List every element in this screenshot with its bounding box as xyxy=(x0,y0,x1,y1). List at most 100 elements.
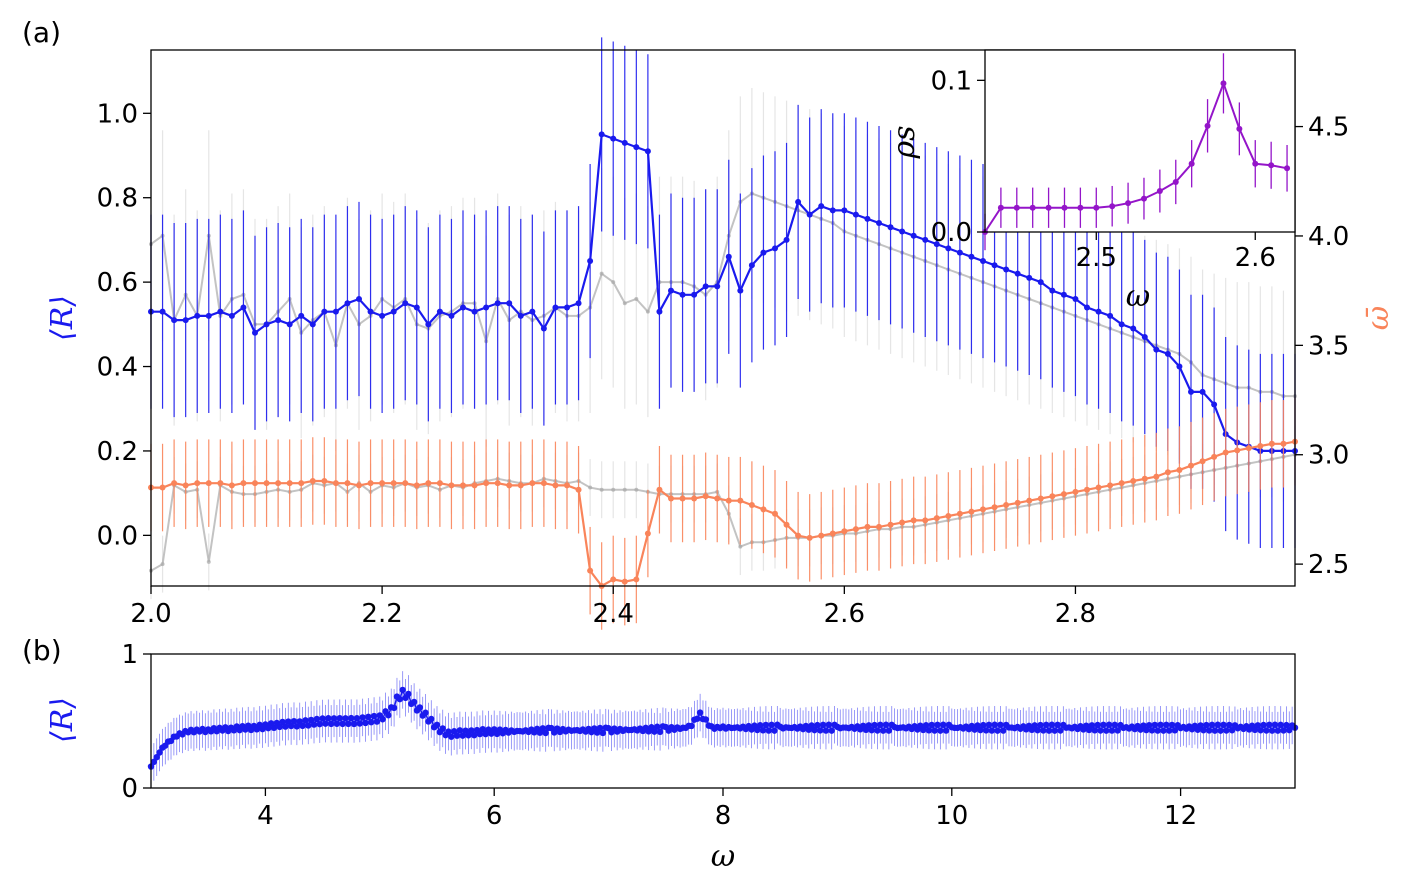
panel-b-r-point xyxy=(1208,721,1216,729)
blue-r-point xyxy=(564,304,570,311)
orange-omega-point xyxy=(413,482,420,489)
orange-omega-point xyxy=(506,482,513,489)
tick-label: 0.8 xyxy=(97,184,138,214)
panel-b-r-point xyxy=(1211,727,1219,734)
panel-b-r-point xyxy=(1168,721,1176,729)
blue-r-point xyxy=(506,300,513,307)
blue-r-point xyxy=(390,308,397,315)
panel-b-r-point xyxy=(1034,727,1041,734)
blue-r-point xyxy=(298,312,305,319)
orange-omega-point xyxy=(644,530,651,537)
panel-b-r-point xyxy=(345,720,352,728)
orange-omega-point xyxy=(1118,480,1125,487)
panel-b-r-point xyxy=(1171,727,1179,734)
orange-omega-point xyxy=(1037,495,1044,502)
panel-b-r-point xyxy=(379,716,386,723)
blue-r-point xyxy=(668,287,674,294)
panel-b-r-point xyxy=(1254,722,1262,729)
orange-omega-point xyxy=(494,480,501,487)
blue-r-point xyxy=(783,236,790,243)
gray-r-point xyxy=(611,280,616,285)
panel-a-right-ticks: 2.5 3.0 3.5 4.0 4.5 xyxy=(1295,113,1349,580)
orange-omega-point xyxy=(829,530,836,537)
blue-r-point xyxy=(483,304,490,311)
orange-omega-point xyxy=(968,508,975,515)
panel-b-r-point xyxy=(762,721,770,729)
tick-label: 0.6 xyxy=(97,268,138,298)
panel-b-r-point xyxy=(656,728,664,736)
tick-label: 10 xyxy=(935,801,968,831)
tick-label: 1.0 xyxy=(97,99,138,129)
tick-label: 2.6 xyxy=(1235,243,1276,273)
panel-b-y-ticks: 01 xyxy=(121,640,151,804)
panel-b-r-point xyxy=(1203,721,1210,729)
panel-b-r-point xyxy=(1103,727,1110,734)
tick-label: 2.6 xyxy=(824,599,865,629)
panel-b-r-point xyxy=(922,722,930,729)
orange-omega-point xyxy=(1003,502,1010,509)
tick-label: 3.0 xyxy=(1308,441,1349,471)
panel-b-r-point xyxy=(1228,727,1236,734)
orange-omega-series xyxy=(148,397,1298,630)
panel-b-r-point xyxy=(350,720,358,728)
panel-b-r-point xyxy=(991,721,998,728)
gray-r-point xyxy=(634,297,639,302)
panel-b-r-point xyxy=(1260,721,1267,729)
tick-label: 1 xyxy=(121,640,138,670)
panel-b-r-point xyxy=(865,722,873,729)
gray-omega-point xyxy=(622,487,627,492)
panel-b-r-point xyxy=(980,721,987,729)
panel-b-r-point xyxy=(1220,721,1227,729)
tick-label: 0.2 xyxy=(97,437,138,467)
panel-b-r-point xyxy=(156,749,163,756)
panel-b-plot: 4 6 8 10 12 01 ⟨R⟩ ω xyxy=(45,640,1299,874)
orange-omega-point xyxy=(344,480,351,487)
orange-omega-point xyxy=(1107,482,1114,489)
blue-r-point xyxy=(656,308,663,315)
panel-b-r-point xyxy=(368,719,375,726)
orange-omega-point xyxy=(402,480,409,487)
tick-label: 12 xyxy=(1164,801,1197,831)
orange-omega-point xyxy=(540,480,547,487)
panel-b-r-point xyxy=(814,721,821,729)
blue-r-point xyxy=(332,308,339,315)
panel-b-r-point xyxy=(1057,727,1064,734)
panel-b-r-point xyxy=(822,727,830,734)
panel-b-r-point xyxy=(330,715,338,722)
orange-omega-point xyxy=(483,480,490,487)
blue-r-point xyxy=(1199,388,1206,395)
panel-b-r-point xyxy=(390,704,398,712)
tick-label: 0.0 xyxy=(97,521,138,551)
orange-omega-point xyxy=(356,482,362,489)
orange-omega-point xyxy=(922,517,929,524)
panel-b-r-point xyxy=(339,720,346,728)
tick-label: 0.4 xyxy=(97,353,138,383)
panel-b-r-point xyxy=(765,727,772,734)
tick-label: 4.0 xyxy=(1308,222,1349,252)
orange-omega-point xyxy=(725,497,732,504)
blue-r-point xyxy=(795,198,802,205)
blue-r-point xyxy=(171,317,178,324)
panel-a-x-ticks: 2.0 2.2 2.4 2.6 2.8 xyxy=(130,586,1096,629)
panel-b-r-point xyxy=(1283,721,1290,729)
panel-b-r-point xyxy=(1280,727,1287,734)
orange-omega-point xyxy=(633,576,640,583)
panel-b-r-point xyxy=(940,721,947,728)
orange-omega-point xyxy=(818,532,825,539)
panel-b-r-point xyxy=(1054,721,1061,729)
panel-b-r-point xyxy=(871,721,878,729)
orange-omega-point xyxy=(1072,488,1079,495)
panel-b-r-point xyxy=(654,723,661,730)
panel-b-r-point xyxy=(1097,727,1104,734)
orange-omega-point xyxy=(748,502,755,509)
blue-r-point xyxy=(321,308,328,315)
panel-a-frame xyxy=(150,49,1296,587)
blue-r-point xyxy=(1003,266,1010,273)
panel-b-r-point xyxy=(1045,727,1053,734)
gray-omega-point xyxy=(738,544,743,549)
blue-r-point xyxy=(760,249,767,256)
blue-r-point xyxy=(425,321,432,328)
panel-b-r-point xyxy=(353,715,361,722)
panel-b-r-point xyxy=(479,725,486,733)
